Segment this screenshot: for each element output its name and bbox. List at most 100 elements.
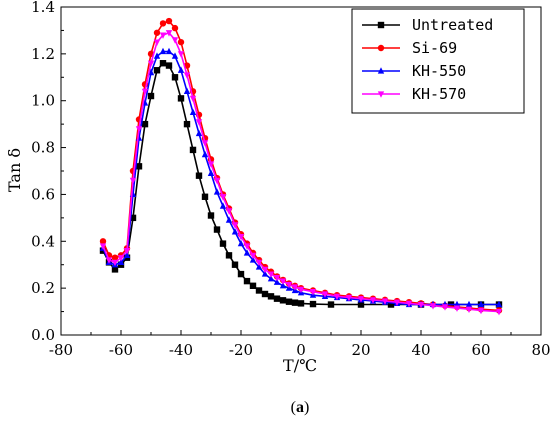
- data-point: [207, 161, 215, 168]
- data-point: [153, 67, 161, 74]
- data-point: [369, 297, 377, 304]
- data-point: [111, 254, 119, 261]
- data-point: [195, 129, 203, 137]
- x-axis-title: T/℃: [283, 356, 317, 375]
- data-point: [237, 234, 245, 241]
- data-point: [153, 29, 161, 36]
- legend-marker: [377, 21, 385, 29]
- y-tick-label: 1.4: [31, 0, 55, 16]
- data-point: [465, 300, 473, 308]
- data-point: [207, 169, 215, 176]
- data-point: [165, 30, 173, 37]
- data-point: [255, 263, 263, 270]
- data-point: [309, 300, 317, 308]
- legend-item: KH-550: [362, 62, 466, 80]
- data-point: [231, 222, 239, 229]
- data-point: [261, 290, 269, 298]
- data-point: [285, 298, 293, 305]
- data-point: [99, 243, 107, 250]
- data-point: [267, 271, 275, 278]
- data-point: [387, 301, 395, 308]
- data-point: [261, 270, 269, 277]
- data-point: [225, 216, 233, 223]
- data-point: [129, 177, 137, 185]
- data-point: [279, 297, 287, 304]
- data-point: [477, 300, 485, 308]
- data-point: [291, 284, 299, 291]
- data-point: [177, 38, 185, 46]
- data-point: [297, 300, 305, 307]
- legend-marker: [377, 67, 385, 74]
- data-point: [255, 259, 263, 267]
- x-tick-label: 40: [411, 341, 430, 359]
- data-point: [171, 37, 179, 44]
- data-point: [129, 214, 137, 222]
- data-point: [357, 301, 365, 308]
- data-point: [267, 274, 275, 282]
- data-point: [243, 243, 251, 250]
- data-point: [225, 208, 233, 215]
- data-point: [249, 256, 257, 263]
- data-point: [189, 146, 197, 154]
- figure-caption: (a): [291, 399, 310, 416]
- x-tick-label: -60: [109, 341, 133, 359]
- data-point: [171, 74, 179, 81]
- data-point: [165, 47, 173, 55]
- data-point: [195, 172, 203, 179]
- x-tick-label: 0: [296, 341, 306, 359]
- data-point: [99, 238, 107, 245]
- data-point: [105, 257, 113, 264]
- y-tick-label: 0.0: [31, 326, 55, 344]
- data-point: [219, 202, 227, 209]
- data-point: [219, 194, 227, 201]
- data-point: [177, 66, 185, 73]
- data-point: [309, 289, 317, 296]
- y-tick-label: 0.6: [31, 185, 55, 203]
- data-point: [249, 252, 257, 260]
- legend-label: Untreated: [412, 16, 493, 34]
- data-point: [195, 119, 203, 126]
- axes: -80 -60 -40 -20 0 20 40 60 80 0.0 0.2 0.4 0.6 0.8 1.0 1…: [31, 0, 550, 359]
- data-point: [159, 60, 167, 67]
- data-point: [189, 95, 197, 103]
- data-point: [465, 306, 473, 314]
- data-point: [243, 277, 251, 285]
- data-point: [201, 150, 209, 158]
- x-tick-label: -20: [229, 341, 253, 359]
- data-point: [177, 51, 185, 58]
- legend-item: Untreated: [362, 16, 493, 34]
- data-point: [381, 298, 389, 305]
- data-point: [261, 266, 269, 274]
- data-point: [171, 52, 179, 59]
- data-point: [249, 282, 257, 289]
- data-point: [201, 140, 209, 147]
- legend: Untreated Si-69 KH-550 KH-570: [351, 8, 525, 114]
- data-point: [159, 32, 167, 39]
- x-tick-label: 20: [351, 341, 370, 359]
- plot-lines: [99, 17, 503, 316]
- data-point: [429, 303, 437, 310]
- data-point: [141, 88, 149, 96]
- data-point: [273, 295, 281, 302]
- data-point: [153, 39, 161, 46]
- data-point: [273, 275, 281, 282]
- data-point: [285, 282, 293, 289]
- data-point: [231, 228, 239, 235]
- data-point: [495, 300, 503, 308]
- data-point: [357, 296, 365, 303]
- data-point: [165, 17, 173, 25]
- data-point: [183, 72, 191, 79]
- y-axis-title: Tan δ: [5, 148, 24, 192]
- data-point: [147, 92, 155, 100]
- data-point: [219, 240, 227, 247]
- data-point: [225, 252, 233, 259]
- data-point: [135, 126, 143, 133]
- data-point: [273, 278, 281, 285]
- series-line: [102, 50, 499, 306]
- data-point: [237, 270, 245, 278]
- data-point: [183, 87, 191, 94]
- data-point: [201, 193, 209, 200]
- x-tick-label: -40: [169, 341, 193, 359]
- data-point: [213, 188, 221, 195]
- data-point: [159, 47, 167, 55]
